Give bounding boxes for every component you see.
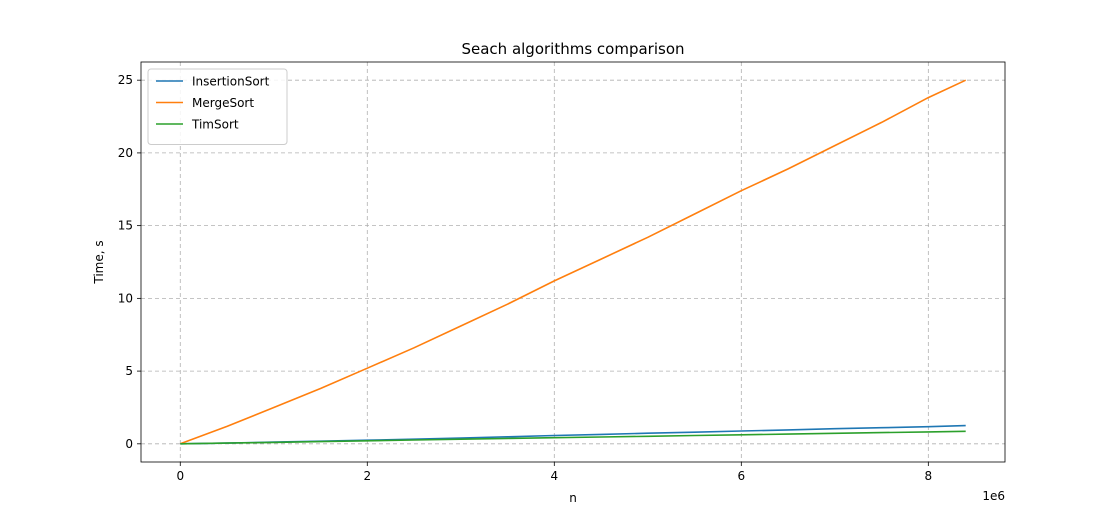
- ticks-layer: 0 2 4 6 8 0 5 10 15 20 25: [118, 73, 932, 483]
- series-line-insertionsort: [180, 424, 966, 445]
- series-layer: [180, 79, 967, 445]
- x-offset-label: 1e6: [982, 489, 1005, 503]
- y-axis-label: Time, s: [92, 240, 106, 284]
- chart-title: Seach algorithms comparison: [461, 40, 684, 58]
- x-tick-label: 0: [176, 469, 184, 483]
- plot-frame: [140, 61, 1006, 463]
- y-tick-label: 20: [118, 146, 133, 160]
- legend: InsertionSort MergeSort TimSort: [147, 68, 288, 145]
- y-tick-label: 15: [118, 219, 133, 233]
- legend-label: InsertionSort: [192, 75, 270, 89]
- y-tick-label: 5: [125, 364, 133, 378]
- legend-label: MergeSort: [192, 96, 254, 110]
- x-tick-label: 6: [737, 469, 745, 483]
- y-tick-label: 10: [118, 291, 133, 305]
- y-tick-label: 0: [125, 437, 133, 451]
- x-axis-label: n: [569, 491, 577, 505]
- x-tick-label: 2: [363, 469, 371, 483]
- x-tick-label: 8: [925, 469, 933, 483]
- series-line-timsort: [180, 430, 966, 445]
- y-tick-label: 25: [118, 73, 133, 87]
- x-tick-label: 4: [550, 469, 558, 483]
- legend-label: TimSort: [191, 118, 239, 132]
- legend-box: [147, 68, 288, 145]
- series-line-mergesort: [180, 79, 967, 445]
